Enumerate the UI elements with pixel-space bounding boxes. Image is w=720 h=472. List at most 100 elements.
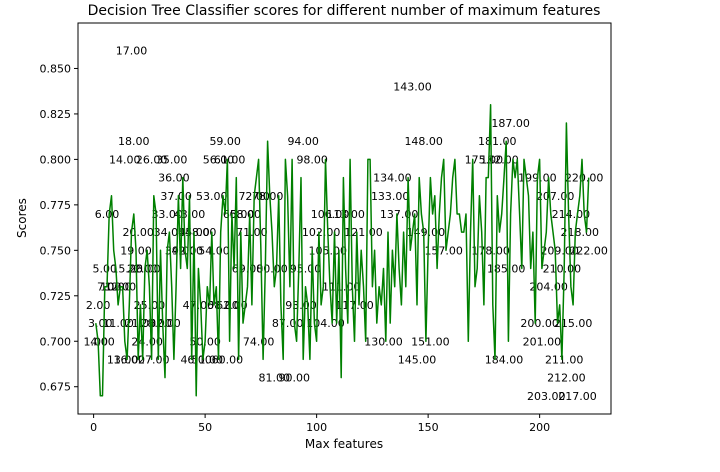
- data-label: 210.00: [543, 263, 582, 276]
- data-label: 53.00: [196, 190, 228, 203]
- x-tick-label: 0: [90, 421, 97, 434]
- data-label: 6.00: [95, 208, 120, 221]
- data-label: 111.00: [322, 281, 361, 294]
- y-tick-label: 0.850: [40, 62, 72, 75]
- data-label: 2.00: [86, 299, 111, 312]
- data-label: 200.00: [520, 317, 559, 330]
- x-axis-label: Max features: [305, 437, 383, 451]
- data-label: 98.00: [296, 153, 328, 166]
- data-label: 143.00: [393, 81, 432, 94]
- data-label: 151.00: [411, 335, 450, 348]
- data-label: 51.00: [192, 353, 224, 366]
- data-label: 218.00: [561, 226, 600, 239]
- y-tick-label: 0.750: [40, 244, 72, 257]
- data-label: 87.00: [272, 317, 304, 330]
- data-label: 5.00: [93, 263, 118, 276]
- data-label: 145.00: [398, 353, 437, 366]
- data-label: 137.00: [380, 208, 419, 221]
- data-label: 222.00: [569, 244, 608, 257]
- data-label: 11.00: [102, 317, 134, 330]
- data-label: 56.00: [203, 153, 235, 166]
- y-axis-label: Scores: [15, 198, 29, 238]
- data-label: 113.00: [326, 208, 365, 221]
- data-label: 211.00: [545, 353, 584, 366]
- data-label: 178.00: [471, 244, 510, 257]
- data-label: 21.00: [125, 317, 157, 330]
- data-label: 4.00: [90, 335, 115, 348]
- data-label: 181.00: [478, 135, 517, 148]
- data-label: 81.00: [259, 372, 291, 385]
- x-tick-label: 200: [529, 421, 550, 434]
- data-label: 204.00: [529, 281, 568, 294]
- data-label: 3.00: [88, 317, 113, 330]
- y-tick-label: 0.800: [40, 153, 72, 166]
- data-label: 184.00: [485, 353, 524, 366]
- data-label: 95.00: [290, 263, 322, 276]
- y-axis: 0.675 0.700 0.725 0.750 0.775 0.800 0.825 0.850: [40, 62, 78, 394]
- data-label: 214.00: [552, 208, 591, 221]
- data-label: 33.00: [151, 208, 183, 221]
- data-label: 217.00: [558, 390, 597, 403]
- x-tick-label: 50: [198, 421, 212, 434]
- x-tick-label: 150: [418, 421, 439, 434]
- data-label: 26.00: [136, 153, 168, 166]
- data-label: 203.00: [527, 390, 566, 403]
- data-label: 201.00: [523, 335, 562, 348]
- data-label: 74.00: [243, 335, 275, 348]
- data-label: 10.00: [100, 281, 132, 294]
- data-label: 187.00: [491, 117, 530, 130]
- data-label: 1.00: [84, 335, 109, 348]
- data-label: 134.00: [373, 172, 412, 185]
- data-label: 28.00: [140, 317, 172, 330]
- data-label: 93.00: [285, 299, 317, 312]
- data-label: 20.00: [122, 226, 154, 239]
- series-line: [95, 104, 590, 397]
- x-tick-label: 100: [306, 421, 327, 434]
- data-label: 18.00: [118, 135, 150, 148]
- y-tick-label: 0.675: [40, 381, 72, 394]
- data-label: 37.00: [160, 190, 192, 203]
- y-tick-label: 0.825: [40, 108, 72, 121]
- data-label: 13.00: [107, 353, 139, 366]
- data-label: 104.00: [306, 317, 345, 330]
- data-label: 133.00: [371, 190, 410, 203]
- data-label: 121.00: [344, 226, 383, 239]
- y-tick-label: 0.700: [40, 335, 72, 348]
- data-label: 65.00: [223, 208, 255, 221]
- data-label: 60.00: [212, 353, 244, 366]
- x-axis: 0 50 100 150 200: [90, 414, 550, 434]
- data-label: 90.00: [279, 372, 311, 385]
- data-label: 59.00: [209, 135, 241, 148]
- data-label: 102.00: [302, 226, 341, 239]
- data-label: 36.00: [158, 172, 190, 185]
- data-label: 7.00: [97, 281, 122, 294]
- data-label: 16.00: [114, 353, 146, 366]
- data-label: 35.00: [156, 153, 188, 166]
- data-label: 68.00: [230, 208, 262, 221]
- data-label: 61.00: [214, 153, 246, 166]
- data-label: 157.00: [424, 244, 463, 257]
- y-tick-label: 0.775: [40, 199, 72, 212]
- chart-title: Decision Tree Classifier scores for diff…: [88, 3, 601, 19]
- data-label: 32.00: [149, 317, 181, 330]
- y-tick-label: 0.725: [40, 290, 72, 303]
- data-label: 22.00: [127, 263, 159, 276]
- data-label: 17.00: [116, 44, 148, 57]
- series: [95, 104, 590, 397]
- data-label: 14.00: [109, 153, 141, 166]
- data-label: 212.00: [547, 372, 586, 385]
- data-label: 130.00: [364, 335, 403, 348]
- data-label: 182.00: [480, 153, 519, 166]
- data-label: 27.00: [138, 353, 170, 366]
- data-label: 94.00: [287, 135, 319, 148]
- data-label: 175.00: [465, 153, 504, 166]
- data-label: 54.00: [198, 244, 230, 257]
- data-label: 106.00: [311, 208, 350, 221]
- data-label: 148.00: [404, 135, 443, 148]
- data-label: 48.00: [185, 226, 217, 239]
- data-label: 220.00: [565, 172, 604, 185]
- plot-frame: [77, 22, 612, 415]
- data-label: 15.00: [111, 263, 143, 276]
